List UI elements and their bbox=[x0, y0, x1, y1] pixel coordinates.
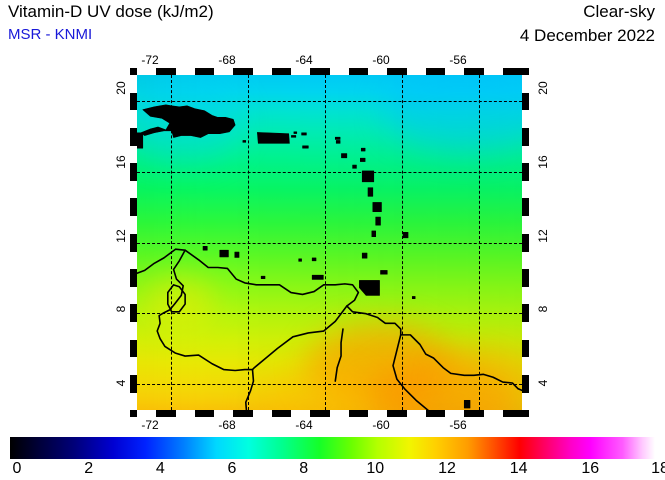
graticule bbox=[137, 75, 522, 410]
date-label: 4 December 2022 bbox=[519, 26, 655, 45]
gridline-lat-16 bbox=[137, 171, 522, 173]
colorbar-tick-1: 2 bbox=[84, 460, 94, 477]
data-source-label: MSR - KNMI bbox=[8, 26, 93, 43]
gridline-lat-4 bbox=[137, 383, 522, 385]
colorbar-tick-6: 12 bbox=[438, 460, 456, 477]
lat-tick-right-4: 4 bbox=[536, 379, 550, 387]
lon-tick-bottom-4: -56 bbox=[449, 418, 467, 432]
lon-tick-bottom-0: -72 bbox=[141, 418, 159, 432]
lat-tick-right-3: 8 bbox=[536, 305, 550, 313]
gridline-lat-8 bbox=[137, 313, 522, 315]
map-plot-area bbox=[137, 75, 522, 410]
colorbar-tick-2: 4 bbox=[155, 460, 165, 477]
lat-tick-left-3: 8 bbox=[114, 305, 128, 313]
lat-tick-left-1: 16 bbox=[114, 155, 128, 169]
high-dose-region-colombia bbox=[144, 276, 215, 326]
lon-tick-top-4: -56 bbox=[449, 53, 467, 67]
lat-tick-right-1: 16 bbox=[536, 155, 550, 169]
high-dose-region-orinoco bbox=[306, 322, 457, 410]
colorbar-tick-5: 10 bbox=[366, 460, 385, 477]
lon-tick-bottom-2: -64 bbox=[295, 418, 313, 432]
gridline-lat-20 bbox=[137, 101, 522, 103]
colorbar-tick-8: 16 bbox=[581, 460, 600, 477]
lon-tick-bottom-1: -68 bbox=[218, 418, 236, 432]
lat-tick-left-4: 4 bbox=[114, 379, 128, 387]
colorbar-tick-9: 18 bbox=[651, 460, 665, 477]
lat-tick-right-2: 12 bbox=[536, 229, 550, 243]
map-axis-right bbox=[522, 68, 529, 417]
lon-tick-top-1: -68 bbox=[218, 53, 236, 67]
lat-tick-right-0: 20 bbox=[536, 81, 550, 95]
lon-tick-top-3: -60 bbox=[372, 53, 390, 67]
lon-tick-top-2: -64 bbox=[295, 53, 313, 67]
map-axis-bottom bbox=[130, 410, 529, 417]
map-axis-left bbox=[130, 68, 137, 417]
colorbar-tick-7: 14 bbox=[509, 460, 528, 477]
gridline-lat-12 bbox=[137, 242, 522, 244]
colorbar-gradient bbox=[10, 437, 655, 459]
lon-tick-top-0: -72 bbox=[141, 53, 159, 67]
lon-tick-bottom-3: -60 bbox=[372, 418, 390, 432]
map-axis-top bbox=[130, 68, 529, 75]
colorbar bbox=[10, 437, 655, 459]
coastline-overlay bbox=[137, 75, 522, 410]
colorbar-tick-3: 6 bbox=[227, 460, 237, 477]
uv-dose-map bbox=[130, 68, 529, 417]
colorbar-tick-0: 0 bbox=[12, 460, 22, 477]
colorbar-tick-4: 8 bbox=[299, 460, 309, 477]
lat-tick-left-2: 12 bbox=[114, 229, 128, 243]
lat-tick-left-0: 20 bbox=[114, 81, 128, 95]
page-title: Vitamin-D UV dose (kJ/m2) bbox=[8, 2, 214, 21]
sky-condition-label: Clear-sky bbox=[583, 2, 655, 21]
